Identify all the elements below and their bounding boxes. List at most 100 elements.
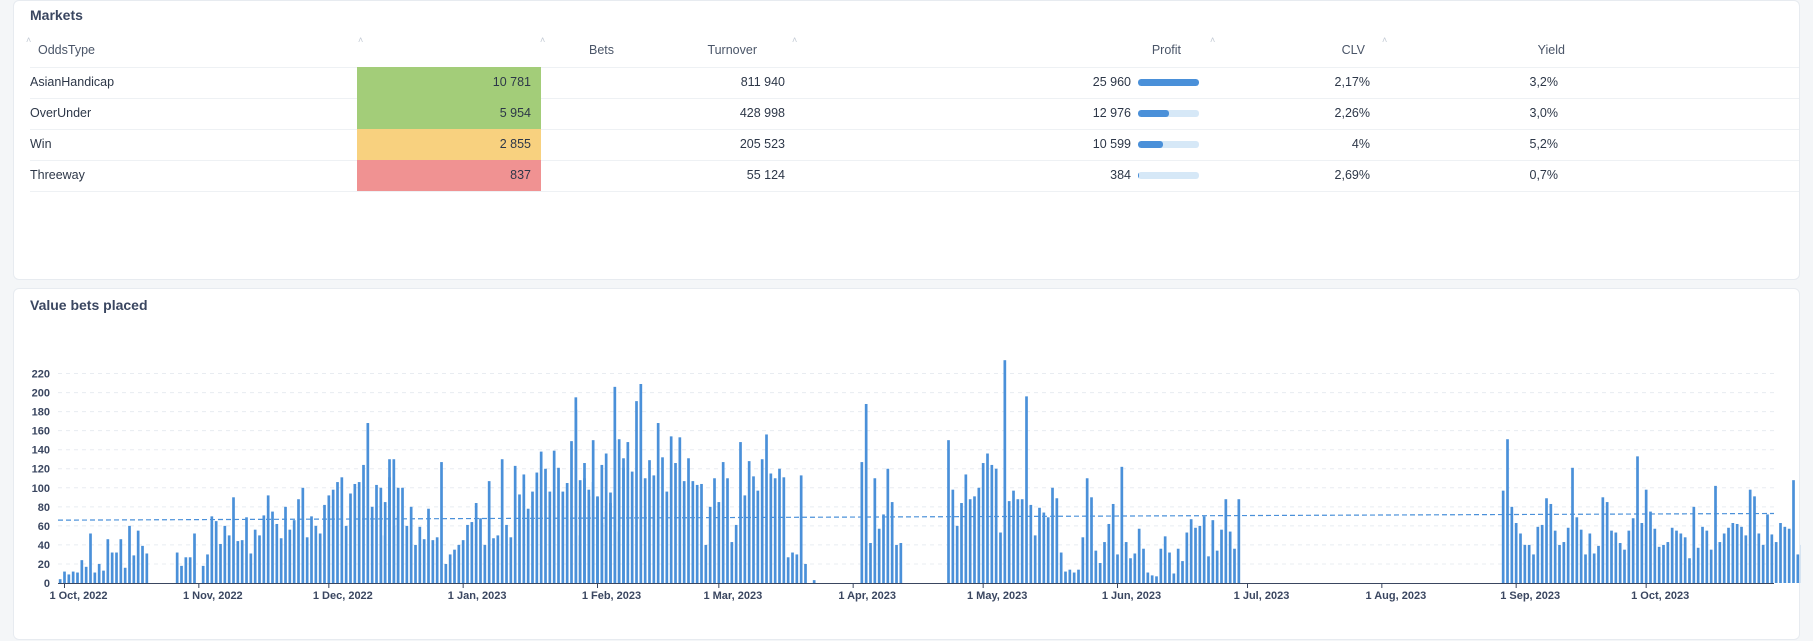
sort-icon[interactable]: ˄ <box>1382 35 1388 45</box>
bar <box>1155 576 1158 583</box>
bar <box>188 557 192 583</box>
bar <box>223 525 227 583</box>
bar <box>552 450 556 583</box>
sort-icon[interactable]: ˄ <box>792 35 798 45</box>
bar <box>136 530 140 583</box>
column-header-profit[interactable]: Profit <box>1151 43 1181 57</box>
bar <box>67 574 71 583</box>
bar <box>1640 523 1644 583</box>
column-header-clv[interactable]: CLV <box>1341 43 1365 57</box>
column-header-yield[interactable]: Yield <box>1537 43 1565 57</box>
bar <box>1519 533 1522 583</box>
bar <box>791 552 794 583</box>
y-tick-label: 120 <box>32 464 50 476</box>
bar <box>396 516 400 583</box>
bar <box>479 518 482 583</box>
table-row[interactable]: Win 2 855 205 523 10 599 4% 5,2% <box>30 129 1799 161</box>
bar <box>1701 526 1704 583</box>
bar <box>236 541 240 583</box>
yield-cell: 3,0% <box>1529 106 1559 120</box>
table-row[interactable]: AsianHandicap 10 781 811 940 25 960 2,17% 3,2… <box>30 67 1799 99</box>
bar <box>1077 569 1080 583</box>
bar <box>214 521 218 583</box>
bar <box>981 463 985 583</box>
sort-icon[interactable]: ˄ <box>540 35 546 45</box>
bar <box>557 467 560 583</box>
markets-table-header: ˄ OddsType ˄ Bets ˄ Turnover ˄ Profit ˄ … <box>26 35 1799 68</box>
sort-icon[interactable]: ˄ <box>26 35 32 45</box>
bar <box>227 535 231 583</box>
profit-cell: 384 <box>1110 168 1131 182</box>
bar <box>266 495 270 583</box>
bar <box>669 436 673 583</box>
bar <box>1150 575 1154 583</box>
bar <box>457 544 461 583</box>
bar <box>578 480 582 583</box>
bar <box>1558 544 1561 583</box>
column-header-turnover[interactable]: Turnover <box>707 43 757 57</box>
bar <box>782 477 786 583</box>
bar <box>726 478 729 583</box>
bar <box>297 499 300 583</box>
bar <box>968 499 972 583</box>
bar <box>1228 531 1232 583</box>
bar <box>275 523 279 583</box>
sort-icon[interactable]: ˄ <box>358 35 364 45</box>
bar <box>713 478 716 583</box>
bar <box>674 463 677 583</box>
profit-bar-fill <box>1138 141 1163 148</box>
column-header-oddstype[interactable]: OddsType <box>38 43 95 57</box>
bar <box>1194 527 1197 583</box>
bar <box>947 440 950 583</box>
bar <box>305 537 309 583</box>
table-row[interactable]: Threeway 837 55 124 384 2,69% 0,7% <box>30 160 1799 192</box>
bar <box>1107 523 1111 583</box>
bar <box>622 458 625 583</box>
bar <box>1501 490 1505 583</box>
bar <box>80 560 84 583</box>
bar <box>492 538 495 583</box>
bar <box>1025 396 1028 583</box>
bar <box>1081 537 1085 583</box>
bar <box>1185 532 1189 583</box>
profit-cell: 25 960 <box>1092 75 1131 89</box>
column-header-bets[interactable]: Bets <box>588 43 614 57</box>
table-row[interactable]: OverUnder 5 954 428 998 12 976 2,26% 3,0% <box>30 98 1799 130</box>
bar <box>721 462 725 583</box>
bar <box>1796 554 1800 583</box>
x-tick-label: 1 Jun, 2023 <box>1102 590 1161 602</box>
bar <box>609 492 612 583</box>
bar <box>1705 530 1709 583</box>
bar <box>63 571 66 583</box>
bar <box>994 468 998 583</box>
bar <box>778 468 781 583</box>
bar <box>327 495 331 583</box>
bar <box>409 506 413 583</box>
bar <box>583 478 586 583</box>
bar <box>704 544 708 583</box>
bar <box>1163 536 1167 583</box>
x-tick-label: 1 Nov, 2022 <box>183 590 243 602</box>
bar <box>1046 517 1050 583</box>
bar <box>1696 547 1700 583</box>
bar <box>271 511 274 583</box>
bar <box>890 502 894 583</box>
bar <box>383 502 387 583</box>
bar <box>756 490 760 583</box>
markets-card: Markets ˄ OddsType ˄ Bets ˄ Turnover ˄ P… <box>13 0 1800 280</box>
bar <box>1623 549 1626 583</box>
bar <box>375 484 378 583</box>
bar <box>1714 485 1717 583</box>
bar <box>496 535 500 583</box>
odds-type-cell: OverUnder <box>30 106 92 120</box>
bar <box>466 524 469 583</box>
bar <box>804 563 807 583</box>
sort-icon[interactable]: ˄ <box>1210 35 1216 45</box>
bar <box>877 528 881 583</box>
bar <box>652 475 656 583</box>
profit-bar <box>1138 141 1199 148</box>
bar <box>1146 572 1150 583</box>
bar <box>760 459 764 583</box>
y-tick-label: 100 <box>32 483 50 495</box>
bar <box>414 544 417 583</box>
